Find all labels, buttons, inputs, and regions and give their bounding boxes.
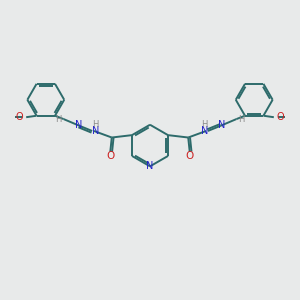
Text: N: N [218,120,225,130]
Text: H: H [55,115,61,124]
Text: N: N [92,126,99,136]
Text: O: O [16,112,23,122]
Text: N: N [201,126,208,136]
Text: H: H [238,115,245,124]
Text: O: O [106,151,114,161]
Text: H: H [92,120,99,129]
Text: N: N [146,161,154,171]
Text: O: O [186,151,194,161]
Text: N: N [75,120,82,130]
Text: H: H [201,120,208,129]
Text: O: O [277,112,284,122]
